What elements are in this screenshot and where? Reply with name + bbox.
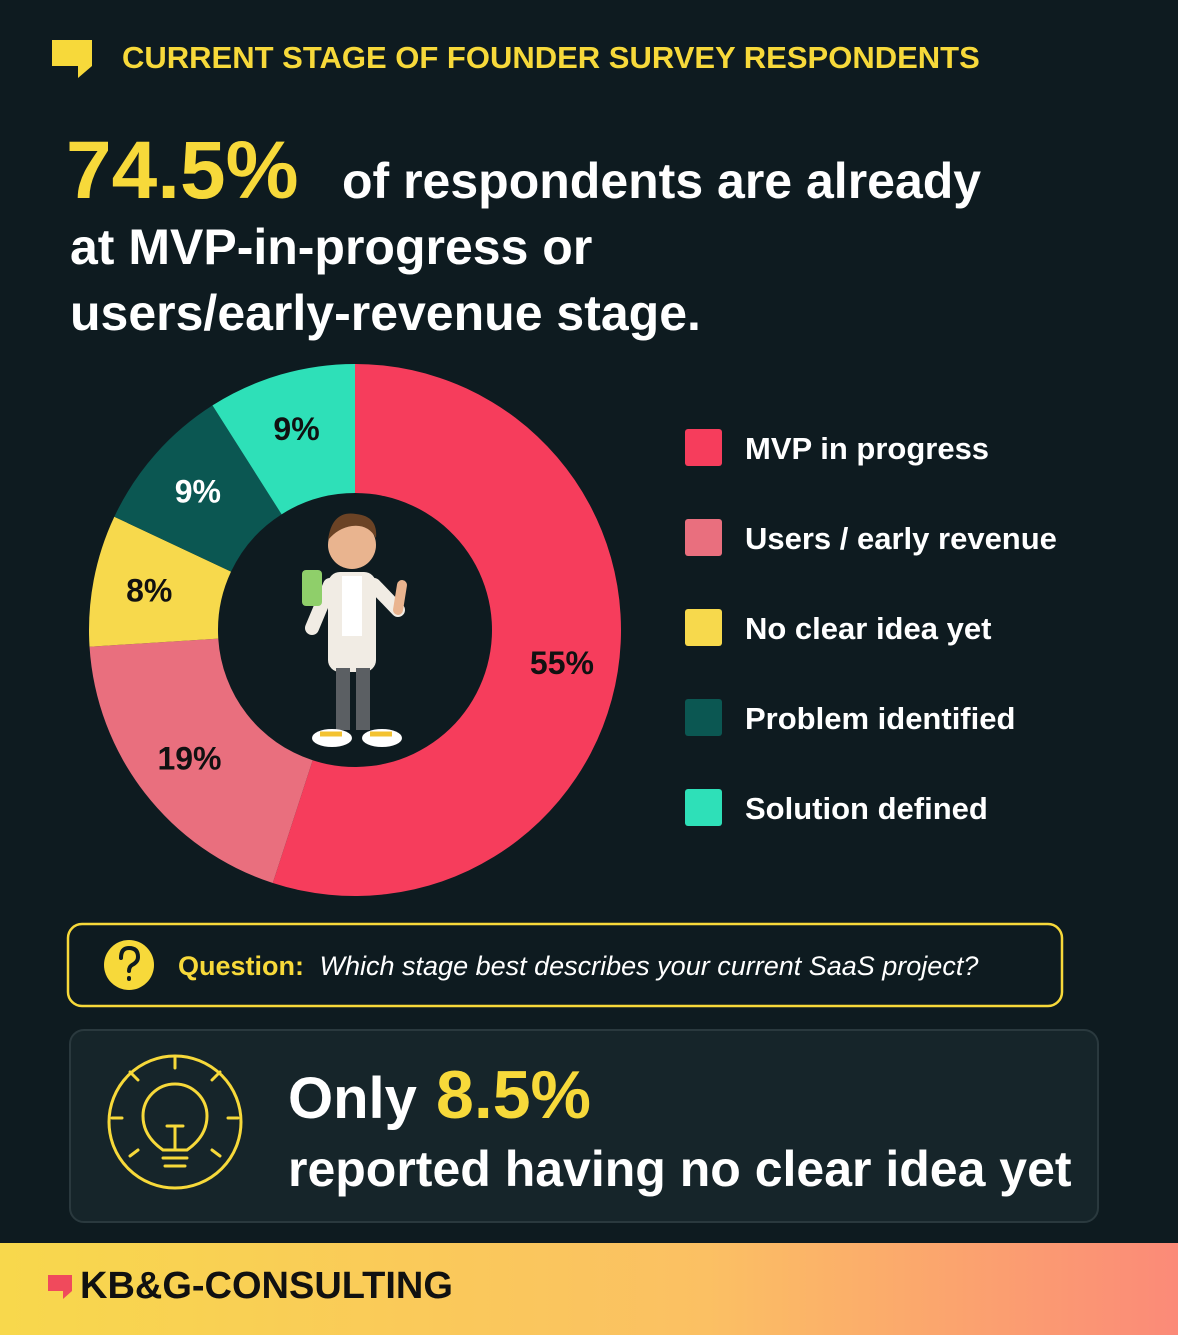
headline-line: at MVP-in-progress or [70,219,592,275]
callout-prefix: Only [288,1066,417,1131]
legend-label: Users / early revenue [745,521,1057,556]
legend-label: Solution defined [745,791,988,826]
question-box [66,922,1064,1008]
lightbulb-icon [107,1054,243,1190]
value-label: 9% [175,473,221,509]
question-icon [104,940,154,990]
question-mark [119,945,141,981]
donut-segment [272,364,622,896]
legend-label: Problem identified [745,701,1015,736]
question-label: Question: [178,951,304,981]
donut-segment [114,405,282,572]
donut-segment [212,364,355,515]
legend-swatch [685,789,722,826]
value-label: 9% [273,411,319,447]
callout-text: reported having no clear idea yet [288,1141,1072,1197]
character [302,513,407,747]
headline-line: users/early-revenue stage. [70,285,701,341]
legend-swatch [685,609,722,646]
value-label: 55% [530,645,594,681]
legend-swatch [685,699,722,736]
headline-line: of respondents are already [342,153,981,209]
legend-label: No clear idea yet [745,611,991,646]
value-label: 19% [157,740,221,776]
donut-chart: 55% 19% 8% 9% 9% [89,364,622,896]
donut-segment [89,516,232,647]
footer-logo [48,1275,72,1299]
footer-brand: KB&G-CONSULTING [80,1265,453,1307]
header-title: CURRENT STAGE OF FOUNDER SURVEY RESPONDE… [122,40,980,75]
question-text: Which stage best describes your current … [320,951,979,981]
value-label: 8% [126,573,172,609]
footer-band [0,1243,1178,1335]
headline-highlight: 74.5% [66,125,299,216]
legend-swatch [685,519,722,556]
callout-highlight: 8.5% [436,1057,591,1133]
legend-label: MVP in progress [745,431,989,466]
legend: MVP in progress Users / early revenue No c… [685,429,1057,826]
legend-swatch [685,429,722,466]
question: Question: Which stage best describes you… [178,951,978,981]
callout-box [69,1029,1099,1223]
donut-segment [89,638,313,883]
title-icon [52,40,92,78]
